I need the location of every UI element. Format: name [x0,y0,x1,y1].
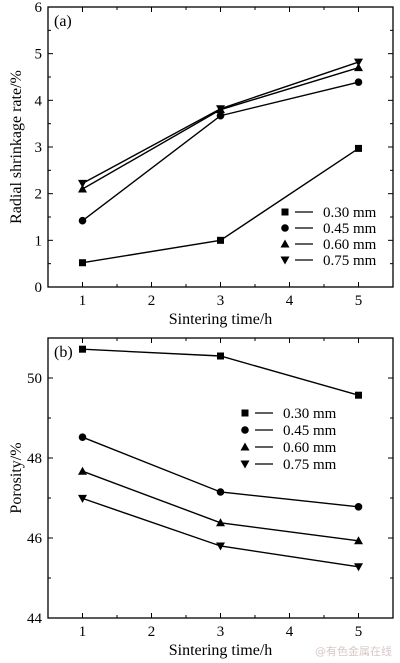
chart-panel-a: 1 2 3 4 5 0 1 2 3 4 5 6 Sintering time/h Radial shrin… [8,0,394,328]
data-point [354,58,363,67]
y-tick-label: 46 [27,531,43,547]
x-tick-label: 4 [286,293,294,309]
x-tick-label: 3 [217,624,225,640]
legend-label: 0.60 mm [283,440,337,456]
x-tick-label: 5 [355,293,363,309]
x-axis-label: Sintering time/h [169,311,273,328]
legend-label: 0.30 mm [323,205,377,221]
y-tick-label: 6 [35,0,43,16]
legend-marker [281,208,289,216]
x-tick-label: 2 [148,293,156,309]
data-point [78,494,87,503]
legend-marker [281,224,289,232]
data-point [216,111,225,120]
series-line [82,470,359,542]
legend-label: 0.60 mm [323,237,377,253]
y-tick-label: 4 [35,93,43,109]
y-tick-label: 2 [35,187,43,203]
y-tick-label: 5 [35,47,43,63]
legend-marker [241,426,249,434]
x-tick-label: 1 [79,624,87,640]
data-point [355,144,362,152]
legend-label: 0.45 mm [283,423,337,439]
data-point [78,216,87,225]
y-tick-label: 1 [35,233,43,249]
data-point [216,488,225,496]
y-axis-label: Radial shrinkage rate/% [8,70,25,224]
legend-label: 0.75 mm [283,457,337,473]
y-tick-label: 50 [27,371,42,387]
data-point [216,542,225,551]
legend-marker [280,256,290,265]
x-tick-label: 2 [148,624,156,640]
panel-label: (b) [54,344,73,361]
data-point [78,466,87,475]
data-point [354,563,363,572]
y-tick-label: 44 [27,611,43,627]
data-point [355,391,362,399]
x-tick-label: 5 [355,624,363,640]
x-tick-label: 3 [217,293,225,309]
data-point [78,184,87,193]
data-point [79,259,86,267]
data-point [354,63,363,72]
data-point [354,536,363,545]
series-line [82,81,359,222]
legend-marker [241,409,249,417]
y-tick-label: 3 [35,140,43,156]
data-point [354,503,363,511]
y-tick-label: 48 [27,451,42,467]
series-line [82,497,359,568]
legend-label: 0.45 mm [323,221,377,237]
x-tick-label: 4 [286,624,294,640]
data-point [354,78,363,86]
series-line [82,66,359,190]
legend-label: 0.30 mm [283,406,337,422]
y-axis-label: Porosity/% [8,442,25,513]
legend-label: 0.75 mm [323,253,377,269]
legend-marker [240,460,250,469]
legend-marker [240,442,250,451]
data-point [79,345,86,353]
data-point [217,352,224,360]
legend-marker [280,239,290,248]
panel-label: (a) [54,13,72,30]
data-point [216,105,225,114]
x-tick-label: 1 [79,293,87,309]
data-point [78,179,87,188]
watermark: @有色金属在线 [315,645,392,658]
x-axis-label: Sintering time/h [169,642,273,659]
chart-panel-b: 1 2 3 4 5 44 46 48 50 Sintering time/h Porosity/% (… [8,337,394,659]
y-tick-label: 0 [35,280,43,296]
data-point [217,236,224,244]
data-point [216,518,225,527]
data-point [78,433,87,442]
